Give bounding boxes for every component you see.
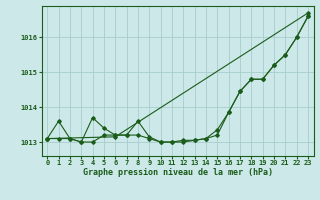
X-axis label: Graphe pression niveau de la mer (hPa): Graphe pression niveau de la mer (hPa) xyxy=(83,168,273,177)
